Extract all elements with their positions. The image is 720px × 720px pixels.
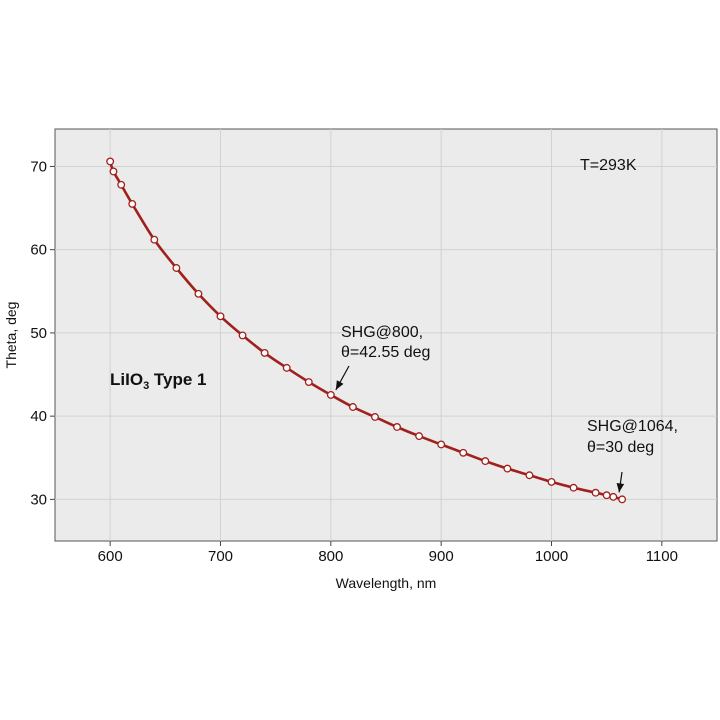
data-point <box>172 264 181 272</box>
data-point <box>503 464 512 473</box>
x-tick-label: 1000 <box>535 548 568 565</box>
y-tick-label: 60 <box>30 242 47 259</box>
data-markers <box>106 157 627 504</box>
data-point <box>326 390 335 399</box>
grid-lines <box>55 129 717 541</box>
x-tick-label: 700 <box>208 548 233 565</box>
annotation-shg800-line1: SHG@800, <box>341 324 423 341</box>
y-tick-label: 50 <box>30 325 47 342</box>
data-point <box>393 423 401 431</box>
data-point <box>591 488 600 497</box>
data-point <box>481 457 490 466</box>
data-point <box>117 180 126 189</box>
data-point <box>128 199 137 208</box>
temperature-label: T=293K <box>580 157 637 174</box>
data-point <box>459 448 468 457</box>
data-point <box>106 157 115 166</box>
data-point <box>609 492 618 501</box>
axis-ticks: 600 700 800 900 1000 1100 30 40 50 60 70 <box>30 158 678 565</box>
annotation-arrow-shg1064 <box>616 471 625 493</box>
annotation-shg1064-line2: θ=30 deg <box>587 439 654 456</box>
data-point <box>525 471 534 480</box>
data-point <box>437 440 446 449</box>
y-tick-label: 40 <box>30 408 47 425</box>
data-point <box>304 378 313 386</box>
y-tick-label: 30 <box>30 491 47 508</box>
data-point <box>260 348 269 357</box>
x-axis-label: Wavelength, nm <box>336 575 437 591</box>
data-point <box>109 167 118 176</box>
data-point <box>282 363 291 372</box>
data-curve <box>108 161 623 501</box>
annotation-arrow-shg800 <box>335 365 350 391</box>
data-point <box>238 331 247 340</box>
data-point <box>618 495 627 504</box>
y-axis-label: Theta, deg <box>3 302 19 369</box>
plot-area <box>54 128 718 542</box>
data-point <box>415 432 424 441</box>
annotation-arrows <box>335 365 625 493</box>
x-tick-label: 1100 <box>646 548 678 565</box>
data-point <box>569 483 578 492</box>
x-tick-label: 800 <box>318 548 343 565</box>
data-point <box>547 477 556 486</box>
data-point <box>216 312 225 321</box>
annotation-shg1064-line1: SHG@1064, <box>587 418 678 435</box>
data-point <box>194 289 203 298</box>
x-tick-label: 600 <box>98 548 123 565</box>
x-tick-label: 900 <box>429 548 454 565</box>
data-point <box>371 413 379 421</box>
data-point <box>348 403 357 411</box>
data-point <box>602 491 611 500</box>
data-point <box>150 235 159 244</box>
y-tick-label: 70 <box>30 158 47 175</box>
annotation-shg800-line2: θ=42.55 deg <box>341 344 430 361</box>
crystal-label: LiIO3 Type 1 <box>110 370 207 392</box>
